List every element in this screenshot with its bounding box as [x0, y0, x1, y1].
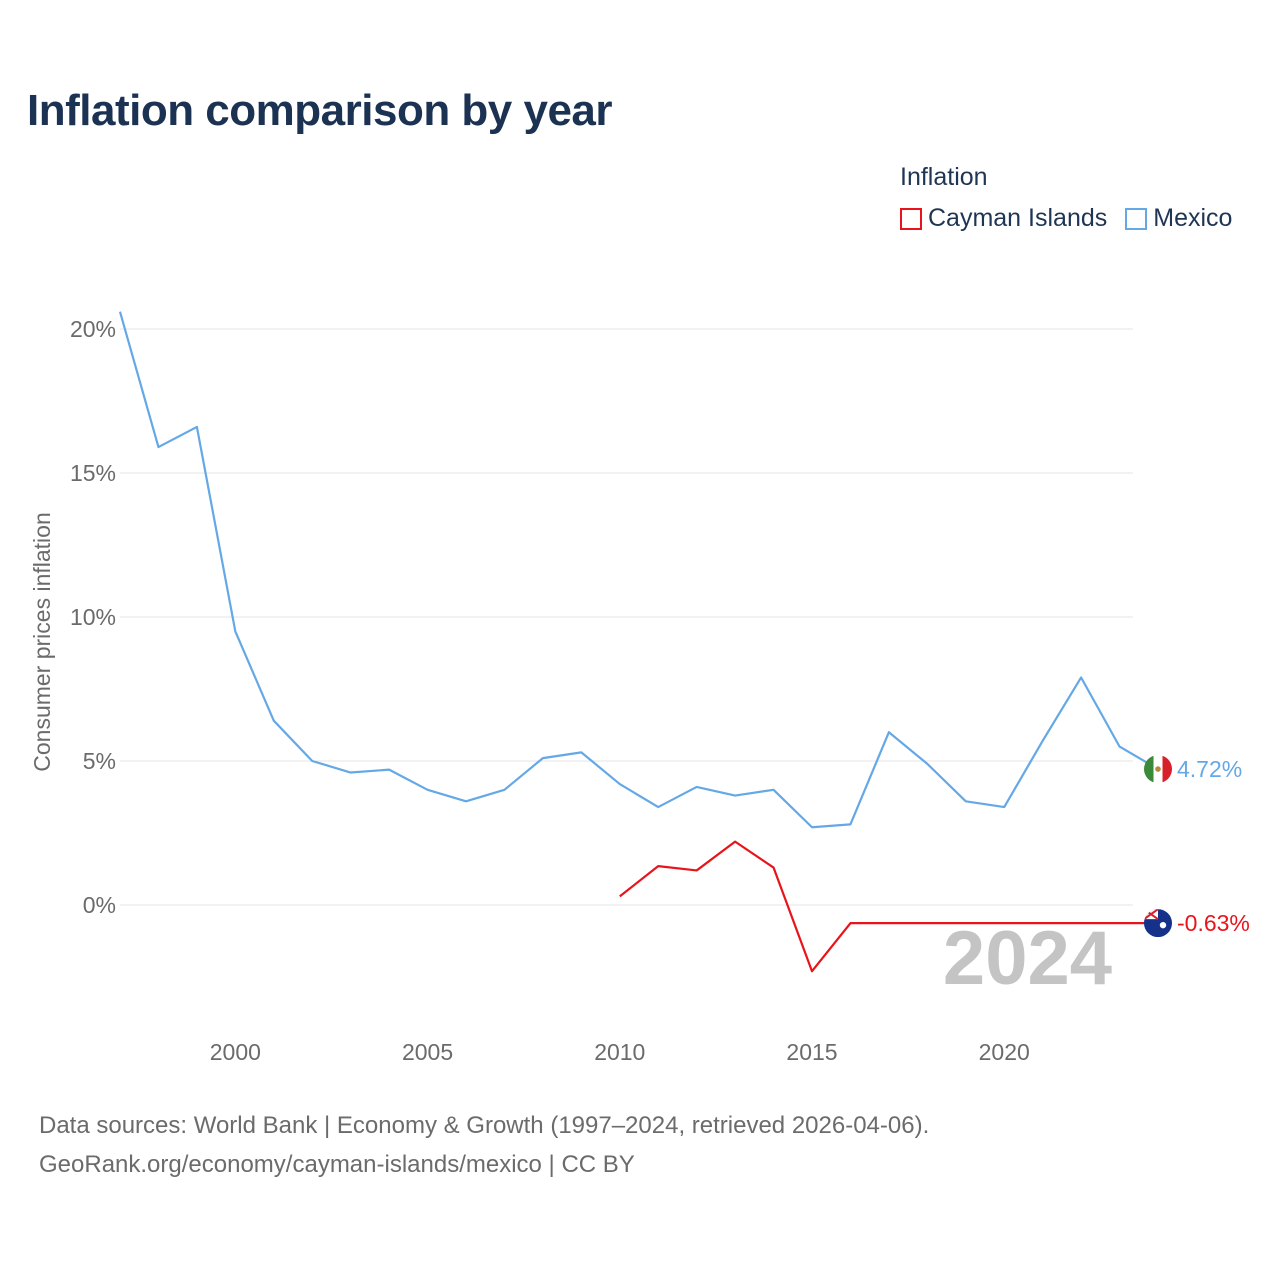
x-tick-label: 2010 — [594, 1039, 645, 1065]
data-point-cayman-islands — [1118, 921, 1122, 925]
series-lines — [118, 310, 1159, 973]
source-line-1: Data sources: World Bank | Economy & Gro… — [39, 1112, 930, 1139]
source-line-2: GeoRank.org/economy/cayman-islands/mexic… — [39, 1151, 635, 1178]
cayman-islands-flag-icon — [1144, 909, 1172, 938]
data-point-mexico — [272, 719, 276, 723]
series-end-markers: 4.72% -0.63% — [1144, 755, 1250, 938]
data-point-mexico — [1041, 739, 1045, 743]
data-point-mexico — [695, 785, 699, 789]
data-point-cayman-islands — [925, 921, 929, 925]
y-axis-ticks: 0% 5% 10% 15% 20% — [70, 316, 116, 918]
data-point-cayman-islands — [733, 840, 737, 844]
x-tick-label: 2000 — [210, 1039, 261, 1065]
data-point-mexico — [118, 310, 122, 314]
data-point-cayman-islands — [810, 969, 814, 973]
grid-lines — [120, 328, 1133, 906]
series-line-mexico[interactable] — [118, 311, 1159, 829]
data-point-mexico — [848, 822, 852, 826]
series-line-cayman-islands[interactable] — [619, 840, 1158, 973]
data-point-mexico — [195, 425, 199, 429]
data-point-mexico — [464, 799, 468, 803]
legend-label-mexico: Mexico — [1153, 204, 1233, 232]
data-point-cayman-islands — [964, 921, 968, 925]
data-source-note: Data sources: World Bank | Economy & Gro… — [39, 1106, 929, 1184]
data-point-mexico — [349, 771, 353, 775]
x-tick-label: 2005 — [402, 1039, 453, 1065]
x-axis-ticks: 2000 2005 2010 2015 2020 — [210, 1039, 1030, 1065]
legend-label-cayman-islands: Cayman Islands — [928, 204, 1108, 232]
data-point-cayman-islands — [887, 921, 891, 925]
data-point-mexico — [887, 730, 891, 734]
data-point-cayman-islands — [848, 921, 852, 925]
data-point-mexico — [541, 756, 545, 760]
data-point-cayman-islands — [656, 864, 660, 868]
legend: Cayman Islands Mexico — [900, 204, 1232, 233]
y-tick-label: 20% — [70, 316, 116, 342]
data-point-mexico — [810, 825, 814, 829]
data-point-cayman-islands — [1002, 921, 1006, 925]
data-point-cayman-islands — [1079, 921, 1083, 925]
data-point-mexico — [233, 629, 237, 633]
data-point-mexico — [733, 794, 737, 798]
data-point-mexico — [925, 762, 929, 766]
y-tick-label: 0% — [83, 892, 116, 918]
data-point-mexico — [426, 788, 430, 792]
data-point-cayman-islands — [772, 866, 776, 870]
y-tick-label: 10% — [70, 604, 116, 630]
y-tick-label: 15% — [70, 460, 116, 486]
data-point-mexico — [1079, 675, 1083, 679]
mexico-flag-icon — [1144, 755, 1172, 784]
current-year-watermark: 2024 — [943, 916, 1112, 1001]
legend-item-cayman-islands[interactable]: Cayman Islands — [900, 204, 1107, 233]
legend-item-mexico[interactable]: Mexico — [1125, 204, 1232, 233]
data-point-mexico — [579, 750, 583, 754]
data-point-mexico — [618, 782, 622, 786]
x-tick-label: 2015 — [786, 1039, 837, 1065]
data-point-cayman-islands — [695, 868, 699, 872]
data-point-mexico — [310, 759, 314, 763]
data-point-cayman-islands — [1041, 921, 1045, 925]
data-point-cayman-islands — [618, 894, 622, 898]
data-point-mexico — [772, 788, 776, 792]
y-tick-label: 5% — [83, 748, 116, 774]
data-point-mexico — [1118, 745, 1122, 749]
y-axis-title: Consumer prices inflation — [29, 512, 55, 772]
data-point-mexico — [656, 805, 660, 809]
data-point-mexico — [1002, 805, 1006, 809]
end-value-label-mexico: 4.72% — [1177, 756, 1242, 782]
data-point-mexico — [502, 788, 506, 792]
legend-title: Inflation — [900, 163, 988, 191]
data-point-mexico — [964, 799, 968, 803]
legend-swatch-cayman-islands — [900, 207, 922, 230]
chart-title: Inflation comparison by year — [27, 86, 613, 135]
end-value-label-cayman-islands: -0.63% — [1177, 910, 1250, 936]
line-chart: 0% 5% 10% 15% 20% 2000 2005 2010 2015 2020 Consu… — [29, 310, 1250, 1065]
data-point-mexico — [156, 445, 160, 449]
data-point-mexico — [387, 768, 391, 772]
legend-swatch-mexico — [1125, 207, 1148, 230]
x-tick-label: 2020 — [979, 1039, 1030, 1065]
